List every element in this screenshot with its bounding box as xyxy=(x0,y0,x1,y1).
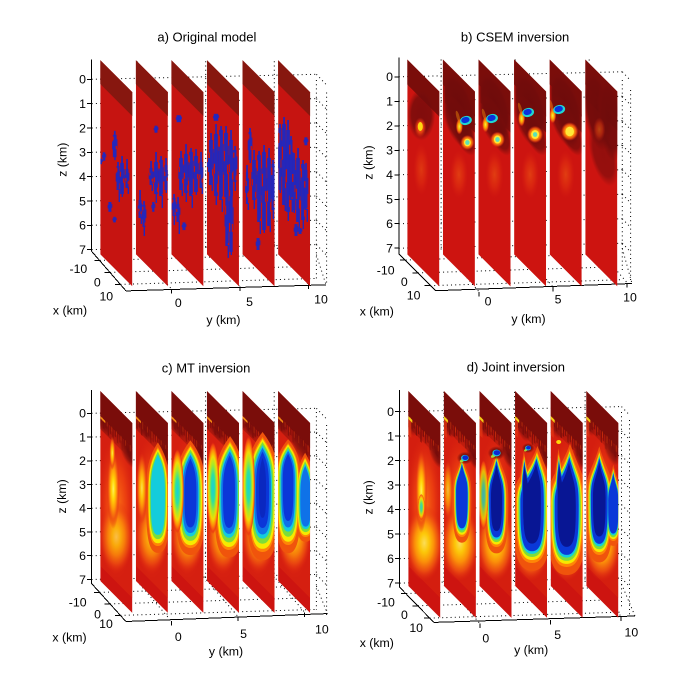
svg-text:1: 1 xyxy=(386,95,393,109)
svg-text:10: 10 xyxy=(407,288,421,302)
svg-text:10: 10 xyxy=(623,291,637,305)
svg-text:6: 6 xyxy=(79,219,86,233)
svg-text:-10: -10 xyxy=(377,263,395,277)
svg-text:z (km): z (km) xyxy=(55,479,69,513)
svg-text:0: 0 xyxy=(387,405,394,419)
svg-text:0: 0 xyxy=(485,295,492,309)
svg-text:-10: -10 xyxy=(377,596,395,610)
svg-text:5: 5 xyxy=(386,193,393,207)
svg-text:7: 7 xyxy=(386,242,393,256)
svg-text:6: 6 xyxy=(386,217,393,231)
svg-text:c) MT inversion: c) MT inversion xyxy=(162,361,251,376)
svg-text:6: 6 xyxy=(79,549,86,563)
svg-text:0: 0 xyxy=(386,70,393,84)
svg-text:5: 5 xyxy=(79,525,86,539)
svg-text:7: 7 xyxy=(79,243,86,257)
svg-text:b) CSEM inversion: b) CSEM inversion xyxy=(461,29,569,44)
svg-text:5: 5 xyxy=(555,293,562,307)
svg-text:7: 7 xyxy=(387,577,394,591)
svg-text:-10: -10 xyxy=(70,262,88,276)
svg-text:0: 0 xyxy=(94,276,101,290)
svg-text:x (km): x (km) xyxy=(52,631,86,645)
svg-text:3: 3 xyxy=(386,144,393,158)
svg-text:10: 10 xyxy=(625,625,639,639)
svg-text:2: 2 xyxy=(386,119,393,133)
svg-text:3: 3 xyxy=(387,479,394,493)
svg-text:5: 5 xyxy=(554,628,561,642)
svg-text:5: 5 xyxy=(387,528,394,542)
svg-text:7: 7 xyxy=(79,573,86,587)
svg-text:y (km): y (km) xyxy=(209,644,243,658)
svg-text:z (km): z (km) xyxy=(55,143,69,177)
svg-text:z (km): z (km) xyxy=(362,480,376,514)
svg-text:1: 1 xyxy=(79,430,86,444)
svg-text:10: 10 xyxy=(99,617,113,631)
svg-text:z (km): z (km) xyxy=(362,145,376,179)
svg-text:2: 2 xyxy=(387,454,394,468)
svg-text:d) Joint inversion: d) Joint inversion xyxy=(467,360,565,375)
svg-text:0: 0 xyxy=(401,275,408,289)
svg-text:10: 10 xyxy=(99,290,113,304)
svg-text:0: 0 xyxy=(79,407,86,421)
svg-text:1: 1 xyxy=(387,430,394,444)
svg-text:-10: -10 xyxy=(69,595,87,609)
svg-text:x (km): x (km) xyxy=(360,304,394,318)
svg-text:0: 0 xyxy=(482,631,489,645)
svg-text:2: 2 xyxy=(79,121,86,135)
svg-text:3: 3 xyxy=(79,478,86,492)
svg-text:6: 6 xyxy=(387,552,394,566)
svg-text:10: 10 xyxy=(409,621,423,635)
svg-text:3: 3 xyxy=(79,146,86,160)
svg-text:4: 4 xyxy=(386,168,393,182)
svg-text:2: 2 xyxy=(79,454,86,468)
svg-text:10: 10 xyxy=(314,292,328,306)
svg-text:5: 5 xyxy=(240,627,247,641)
svg-text:y (km): y (km) xyxy=(511,312,545,326)
svg-text:0: 0 xyxy=(79,73,86,87)
svg-text:0: 0 xyxy=(94,608,101,622)
svg-text:a) Original model: a) Original model xyxy=(157,29,256,44)
svg-text:1: 1 xyxy=(79,97,86,111)
svg-text:4: 4 xyxy=(387,503,394,517)
svg-text:x (km): x (km) xyxy=(53,304,87,318)
svg-text:4: 4 xyxy=(79,502,86,516)
svg-text:0: 0 xyxy=(175,296,182,310)
svg-text:x (km): x (km) xyxy=(360,636,394,650)
svg-text:10: 10 xyxy=(315,623,329,637)
svg-text:0: 0 xyxy=(401,608,408,622)
svg-text:0: 0 xyxy=(175,630,182,644)
svg-text:4: 4 xyxy=(79,170,86,184)
svg-text:y (km): y (km) xyxy=(206,313,240,327)
svg-text:5: 5 xyxy=(79,194,86,208)
svg-text:5: 5 xyxy=(246,295,253,309)
svg-text:y (km): y (km) xyxy=(514,643,548,657)
